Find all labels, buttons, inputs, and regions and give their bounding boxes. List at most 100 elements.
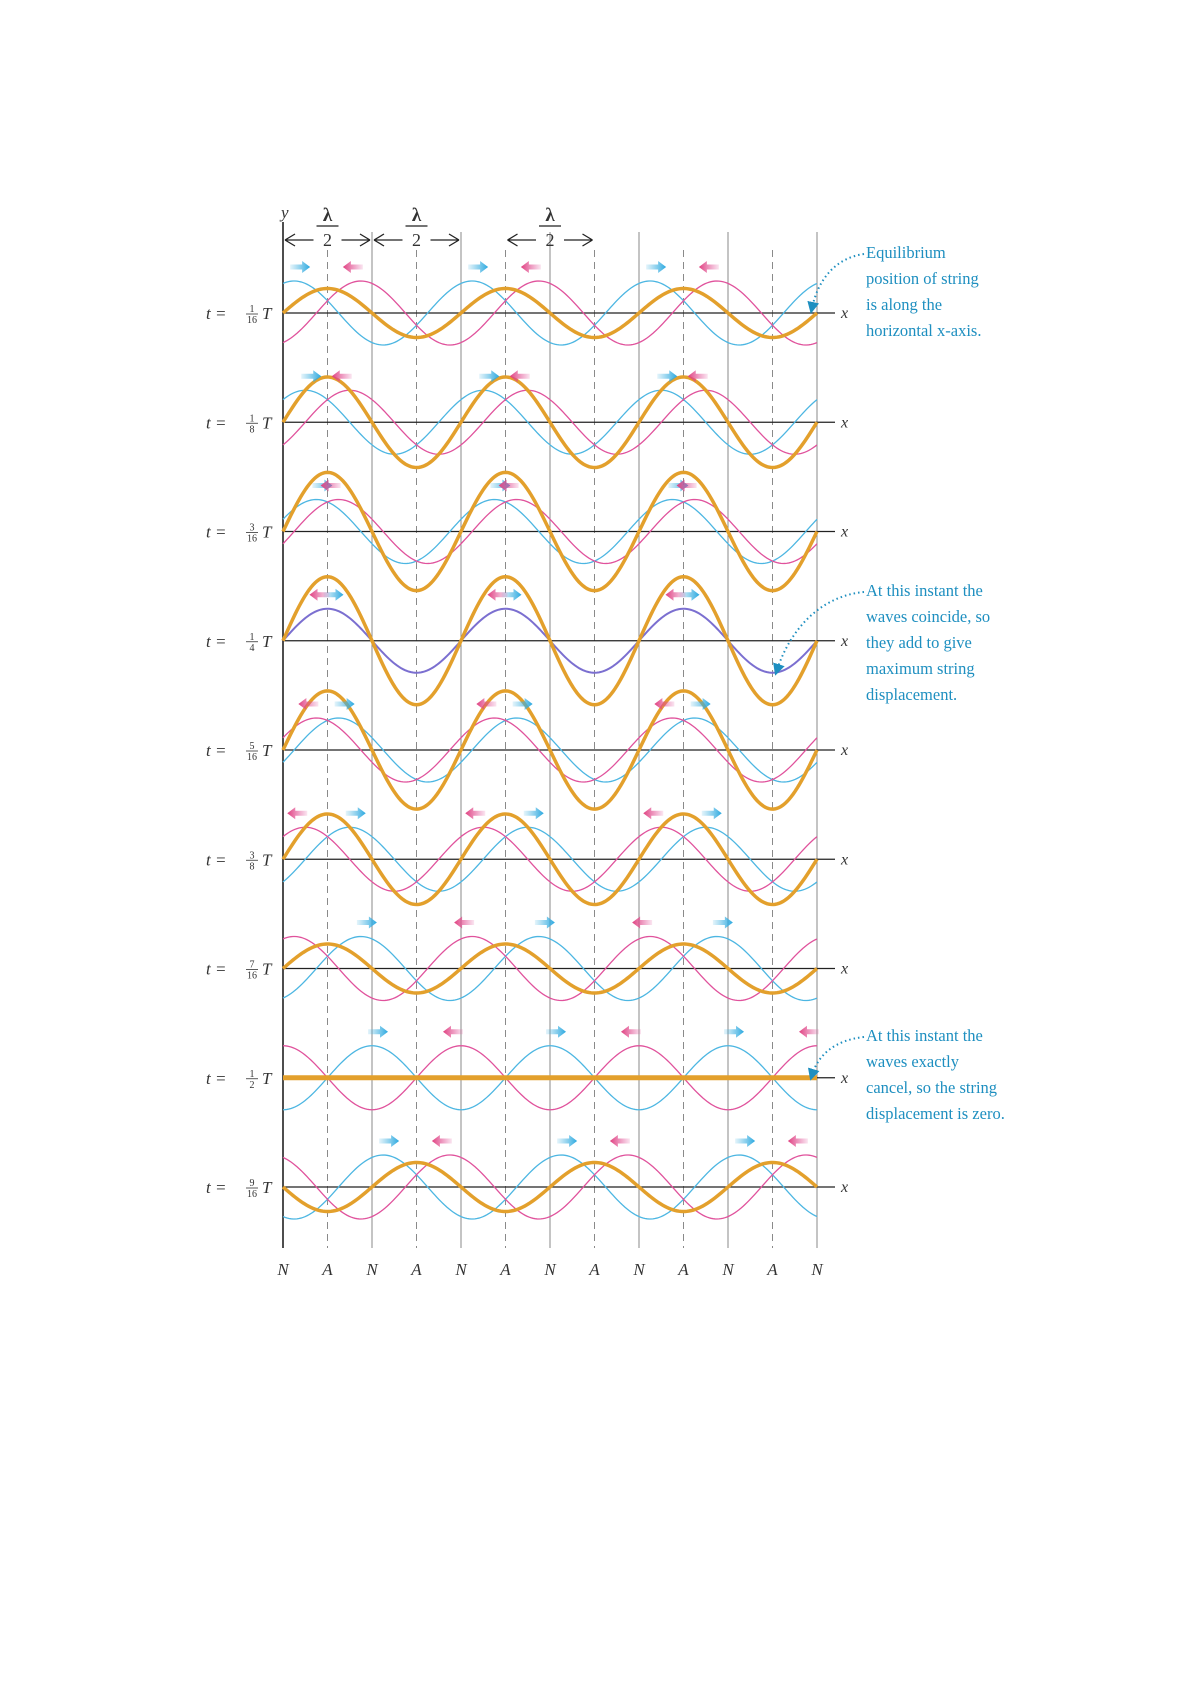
annotation-leader-arrow bbox=[807, 1036, 865, 1081]
time-fraction-denominator: 16 bbox=[247, 534, 257, 545]
dimension-arrow-left bbox=[373, 233, 403, 247]
rightward-direction-arrow-icon bbox=[512, 698, 533, 710]
rightward-wave bbox=[282, 280, 818, 346]
time-fraction-denominator: 4 bbox=[250, 643, 255, 654]
rightward-direction-arrow-icon bbox=[646, 261, 667, 273]
leftward-wave bbox=[282, 826, 818, 892]
x-axis-label: x bbox=[840, 305, 848, 322]
leftward-direction-arrow-icon bbox=[298, 698, 319, 710]
leftward-direction-arrow-icon bbox=[443, 1025, 463, 1038]
resultant-standing-wave bbox=[281, 942, 819, 995]
time-row: x t = 716 T bbox=[206, 916, 848, 1002]
time-label-suffix: T bbox=[262, 632, 273, 651]
rightward-direction-arrow-icon bbox=[534, 916, 555, 929]
time-label-prefix: t = bbox=[206, 1178, 226, 1197]
annotation-line: is along the bbox=[866, 295, 943, 314]
leftward-direction-arrow-icon bbox=[676, 479, 697, 492]
resultant-standing-wave bbox=[281, 812, 819, 907]
leftward-direction-arrow-icon bbox=[487, 588, 508, 601]
rightward-wave bbox=[282, 717, 818, 783]
rightward-direction-arrow-icon bbox=[356, 916, 377, 929]
rightward-wave bbox=[282, 389, 818, 455]
dimension-arrow-left bbox=[284, 233, 314, 247]
antinode-label: A bbox=[588, 1260, 600, 1279]
leftward-direction-arrow-icon bbox=[787, 1135, 808, 1147]
time-label-suffix: T bbox=[262, 304, 273, 323]
node-label: N bbox=[810, 1260, 824, 1279]
annotation-waves-cancel: At this instant the waves exactly cancel, … bbox=[866, 1023, 1005, 1127]
rightward-direction-arrow-icon bbox=[712, 916, 733, 929]
time-fraction-numerator: 9 bbox=[250, 1178, 255, 1189]
time-row: x t = 116 T bbox=[206, 261, 848, 346]
time-label-suffix: T bbox=[262, 1069, 273, 1088]
time-label-suffix: T bbox=[262, 523, 273, 542]
time-label-suffix: T bbox=[262, 1178, 273, 1197]
time-fraction-numerator: 1 bbox=[250, 304, 255, 315]
node-label: N bbox=[365, 1260, 379, 1279]
rightward-direction-arrow-icon bbox=[679, 588, 700, 601]
rightward-direction-arrow-icon bbox=[657, 370, 678, 383]
node-label: N bbox=[454, 1260, 468, 1279]
time-label-prefix: t = bbox=[206, 632, 226, 651]
antinode-label: A bbox=[677, 1260, 689, 1279]
rightward-direction-arrow-icon bbox=[557, 1135, 578, 1147]
time-fraction-denominator: 16 bbox=[247, 971, 257, 982]
annotation-line: position of string bbox=[866, 269, 979, 288]
resultant-standing-wave bbox=[281, 575, 819, 707]
time-label-prefix: t = bbox=[206, 304, 226, 323]
rightward-direction-arrow-icon bbox=[479, 370, 500, 383]
leftward-direction-arrow-icon bbox=[331, 370, 352, 383]
x-axis-label: x bbox=[840, 1179, 848, 1196]
x-axis-label: x bbox=[840, 414, 848, 431]
leftward-direction-arrow-icon bbox=[799, 1025, 819, 1038]
rightward-wave bbox=[282, 826, 818, 892]
rightward-wave bbox=[282, 1154, 818, 1220]
time-fraction-numerator: 1 bbox=[250, 413, 255, 424]
y-axis-label: y bbox=[279, 203, 289, 222]
time-label-suffix: T bbox=[262, 413, 273, 432]
time-label-prefix: t = bbox=[206, 1069, 226, 1088]
leftward-wave bbox=[282, 498, 818, 565]
leftward-direction-arrow-icon bbox=[454, 916, 475, 929]
rightward-direction-arrow-icon bbox=[368, 1025, 388, 1038]
resultant-standing-wave bbox=[281, 689, 819, 811]
annotation-line: maximum string bbox=[866, 659, 975, 678]
x-axis-label: x bbox=[840, 1070, 848, 1087]
node-label: N bbox=[276, 1260, 290, 1279]
time-fraction-numerator: 7 bbox=[250, 960, 255, 971]
leftward-wave bbox=[282, 935, 818, 1002]
dimension-arrow-left bbox=[507, 233, 536, 247]
time-fraction-denominator: 16 bbox=[247, 315, 257, 326]
time-row: x t = 12 T bbox=[206, 1025, 848, 1111]
resultant-standing-wave bbox=[281, 375, 819, 470]
rightward-direction-arrow-icon bbox=[523, 807, 544, 820]
rightward-direction-arrow-icon bbox=[690, 698, 711, 710]
time-row: x t = 38 T bbox=[206, 807, 848, 907]
rightward-wave bbox=[282, 935, 818, 1002]
time-label-prefix: t = bbox=[206, 741, 226, 760]
dimension-arrow-right bbox=[430, 233, 460, 247]
leftward-direction-arrow-icon bbox=[465, 807, 486, 820]
annotation-line: At this instant the bbox=[866, 1026, 983, 1045]
leftward-direction-arrow-icon bbox=[643, 807, 664, 820]
dimension-arrow-right bbox=[341, 233, 371, 247]
time-row: x t = 18 T bbox=[206, 370, 848, 470]
time-label-suffix: T bbox=[262, 960, 273, 979]
annotation-leader-arrow bbox=[773, 591, 865, 676]
rightward-direction-arrow-icon bbox=[501, 588, 522, 601]
leftward-direction-arrow-icon bbox=[509, 370, 530, 383]
time-fraction-denominator: 16 bbox=[247, 1189, 257, 1200]
node-label: N bbox=[632, 1260, 646, 1279]
resultant-standing-wave bbox=[281, 286, 819, 340]
time-fraction-denominator: 2 bbox=[250, 1080, 255, 1091]
time-label-suffix: T bbox=[262, 850, 273, 869]
leftward-direction-arrow-icon bbox=[665, 588, 686, 601]
leftward-wave bbox=[282, 389, 818, 455]
leftward-wave bbox=[282, 717, 818, 783]
rightward-direction-arrow-icon bbox=[468, 261, 489, 273]
rightward-direction-arrow-icon bbox=[334, 698, 355, 710]
leftward-wave bbox=[282, 1045, 818, 1111]
time-fraction-numerator: 1 bbox=[250, 632, 255, 643]
time-label-suffix: T bbox=[262, 741, 273, 760]
